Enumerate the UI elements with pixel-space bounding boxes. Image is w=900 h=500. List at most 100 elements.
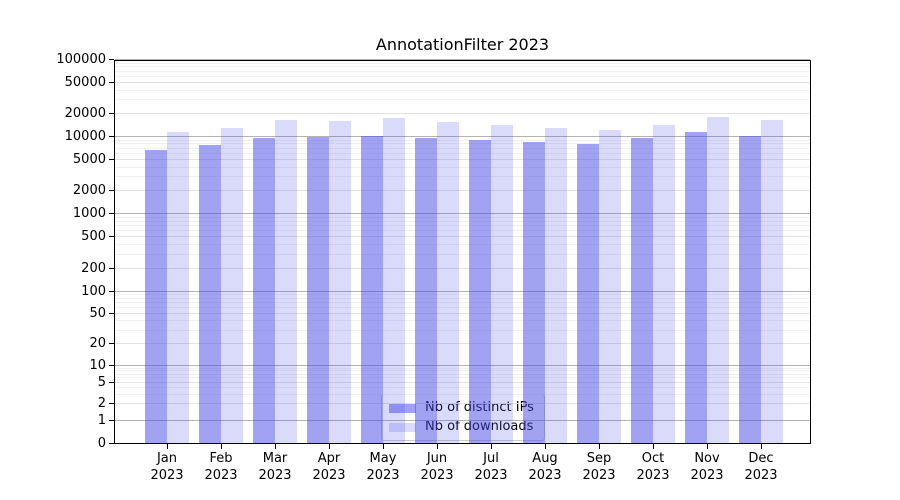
x-tick-mark	[329, 444, 330, 449]
bar-nb-of-downloads-nov	[707, 116, 729, 443]
x-tick-mark	[221, 444, 222, 449]
y-tick-mark	[109, 189, 114, 191]
gridline-20	[115, 342, 810, 344]
x-tick-label-aug: Aug 2023	[528, 451, 562, 483]
y-tick-label: 500	[81, 229, 106, 245]
minor-gridline	[115, 216, 810, 218]
bar-nb-of-distinct-ips-nov	[685, 131, 707, 443]
minor-gridline	[115, 244, 810, 246]
bar-nb-of-downloads-feb	[221, 127, 243, 443]
minor-gridline	[115, 370, 810, 372]
x-tick-label-sep: Sep 2023	[582, 451, 616, 483]
bar-nb-of-distinct-ips-aug	[523, 141, 545, 443]
minor-gridline	[115, 139, 810, 141]
bar-nb-of-downloads-jan	[167, 132, 189, 443]
bar-nb-of-distinct-ips-dec	[739, 136, 761, 443]
y-tick-label: 2	[97, 396, 106, 412]
bar-nb-of-distinct-ips-jun	[415, 138, 437, 443]
x-tick-label-jul: Jul 2023	[474, 451, 508, 483]
y-tick-label: 0	[97, 436, 106, 451]
x-tick-label-feb: Feb 2023	[204, 451, 238, 483]
y-tick-label: 200	[81, 260, 106, 276]
y-tick-mark	[109, 342, 114, 344]
gridline-1000	[115, 213, 810, 214]
minor-gridline	[115, 99, 810, 101]
bar-nb-of-downloads-aug	[545, 128, 567, 443]
y-tick-mark	[109, 443, 114, 444]
x-tick-label-may: May 2023	[366, 451, 400, 483]
gridline-5	[115, 381, 810, 383]
minor-gridline	[115, 386, 810, 388]
minor-gridline	[115, 147, 810, 149]
minor-gridline	[115, 320, 810, 322]
x-tick-mark	[491, 444, 492, 449]
y-tick-mark	[109, 291, 114, 292]
y-tick-mark	[109, 136, 114, 137]
minor-gridline	[115, 62, 810, 64]
bar-nb-of-distinct-ips-apr	[307, 137, 329, 443]
bar-nb-of-distinct-ips-jan	[145, 150, 167, 443]
minor-gridline	[115, 377, 810, 379]
y-tick-mark	[109, 159, 114, 161]
gridline-200	[115, 267, 810, 269]
minor-gridline	[115, 220, 810, 222]
minor-gridline	[115, 307, 810, 309]
minor-gridline	[115, 253, 810, 255]
minor-gridline	[115, 70, 810, 72]
legend-row-downloads: Nb of downloads	[389, 419, 536, 435]
y-tick-label: 100000	[56, 52, 106, 67]
y-tick-mark	[109, 213, 114, 214]
y-tick-label: 100	[81, 284, 106, 299]
gridline-100	[115, 291, 810, 292]
x-tick-mark	[383, 444, 384, 449]
y-tick-mark	[109, 313, 114, 315]
x-tick-label-apr: Apr 2023	[312, 451, 346, 483]
legend-row-distinct-ips: Nb of distinct IPs	[389, 400, 536, 416]
y-tick-label: 10	[89, 358, 106, 373]
bar-nb-of-downloads-mar	[275, 120, 297, 443]
minor-gridline	[115, 143, 810, 145]
minor-gridline	[115, 225, 810, 227]
gridline-2	[115, 403, 810, 405]
y-tick-mark	[109, 82, 114, 84]
gridline-500	[115, 236, 810, 238]
minor-gridline	[115, 66, 810, 68]
minor-gridline	[115, 393, 810, 395]
y-tick-mark	[109, 403, 114, 405]
bar-nb-of-distinct-ips-jul	[469, 139, 491, 443]
minor-gridline	[115, 176, 810, 178]
gridline-10000	[115, 136, 810, 137]
gridline-5000	[115, 159, 810, 161]
gridline-50	[115, 313, 810, 315]
y-tick-label: 20000	[64, 105, 106, 121]
bar-nb-of-downloads-jun	[437, 122, 459, 443]
y-tick-label: 50000	[64, 75, 106, 91]
x-tick-mark	[437, 444, 438, 449]
bar-nb-of-downloads-dec	[761, 120, 783, 443]
y-tick-label: 1	[97, 413, 106, 428]
y-tick-mark	[109, 267, 114, 269]
x-tick-label-nov: Nov 2023	[690, 451, 724, 483]
minor-gridline	[115, 89, 810, 91]
bar-nb-of-downloads-oct	[653, 125, 675, 443]
chart-title: AnnotationFilter 2023	[375, 35, 550, 54]
bar-nb-of-downloads-apr	[329, 120, 351, 443]
y-tick-label: 10000	[64, 129, 106, 144]
x-tick-label-jan: Jan 2023	[150, 451, 184, 483]
minor-gridline	[115, 294, 810, 296]
y-tick-mark	[109, 236, 114, 238]
x-tick-mark	[707, 444, 708, 449]
minor-gridline	[115, 367, 810, 369]
minor-gridline	[115, 298, 810, 300]
bar-nb-of-downloads-sep	[599, 129, 621, 443]
gridline-10	[115, 365, 810, 366]
x-tick-label-jun: Jun 2023	[420, 451, 454, 483]
y-tick-mark	[109, 365, 114, 366]
gridline-50000	[115, 82, 810, 84]
y-tick-mark	[109, 59, 114, 60]
minor-gridline	[115, 302, 810, 304]
gridline-20000	[115, 112, 810, 114]
bar-nb-of-distinct-ips-oct	[631, 138, 653, 443]
minor-gridline	[115, 373, 810, 375]
